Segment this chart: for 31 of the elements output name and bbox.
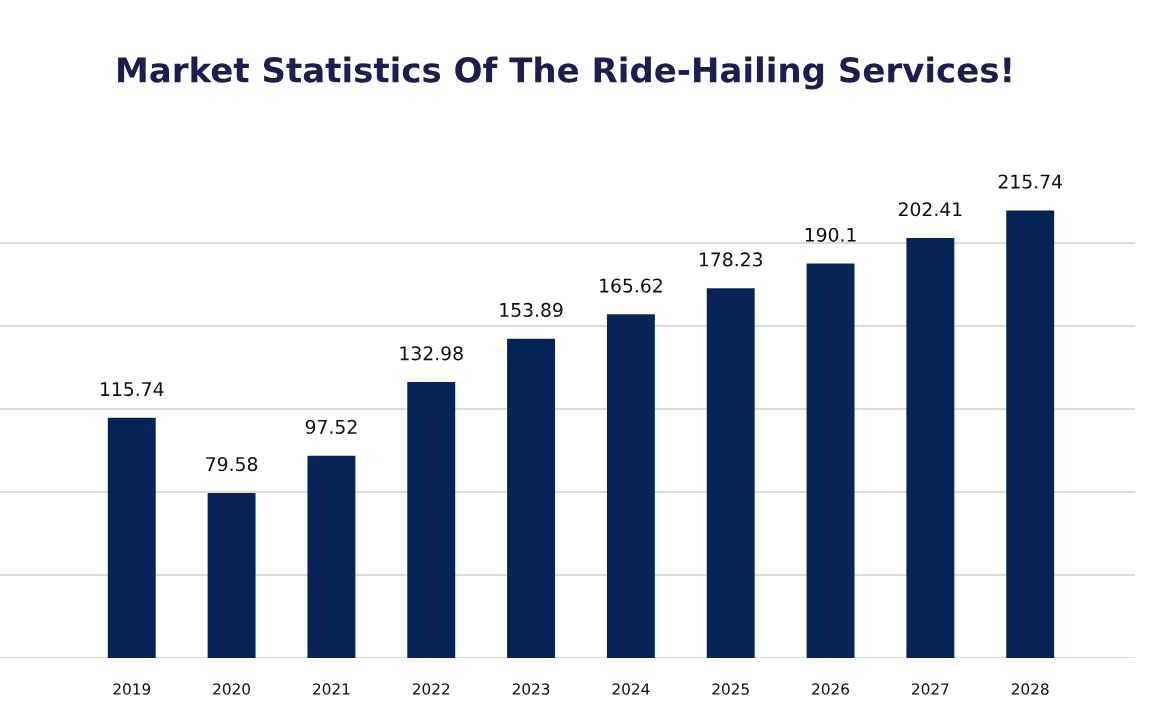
- x-tick-label: 2020: [213, 683, 251, 695]
- data-label: 132.98: [400, 346, 463, 361]
- bar: [507, 338, 556, 658]
- data-label: 202.41: [898, 202, 962, 217]
- bar: [806, 263, 855, 658]
- chart-title: Market Statistics Of The Ride-Hailing Services!: [118, 56, 1011, 90]
- x-tick-label: 2025: [712, 683, 749, 695]
- bar: [706, 288, 755, 658]
- data-label: 190.1: [805, 227, 856, 242]
- x-tick-label: 2022: [412, 683, 450, 695]
- x-tick-label: 2019: [113, 683, 151, 695]
- bar: [407, 382, 456, 658]
- data-label: 79.58: [206, 457, 258, 472]
- x-tick-label: 2023: [512, 683, 550, 695]
- data-label: 215.74: [998, 174, 1062, 189]
- data-label: 178.23: [699, 252, 763, 267]
- x-tick-label: 2027: [912, 683, 949, 695]
- bar: [307, 455, 356, 658]
- x-tick-label: 2021: [313, 683, 350, 695]
- bar: [906, 238, 955, 658]
- bar: [606, 314, 655, 658]
- data-label: 165.62: [600, 278, 662, 293]
- data-label: 153.89: [500, 302, 563, 318]
- bar: [107, 417, 156, 658]
- bar: [1006, 210, 1055, 658]
- data-label: 97.52: [305, 419, 357, 434]
- x-tick-label: 2028: [1011, 683, 1049, 695]
- x-tick-label: 2024: [612, 683, 650, 695]
- data-label: 115.74: [101, 382, 164, 397]
- bar: [207, 492, 256, 658]
- x-tick-label: 2026: [812, 683, 850, 695]
